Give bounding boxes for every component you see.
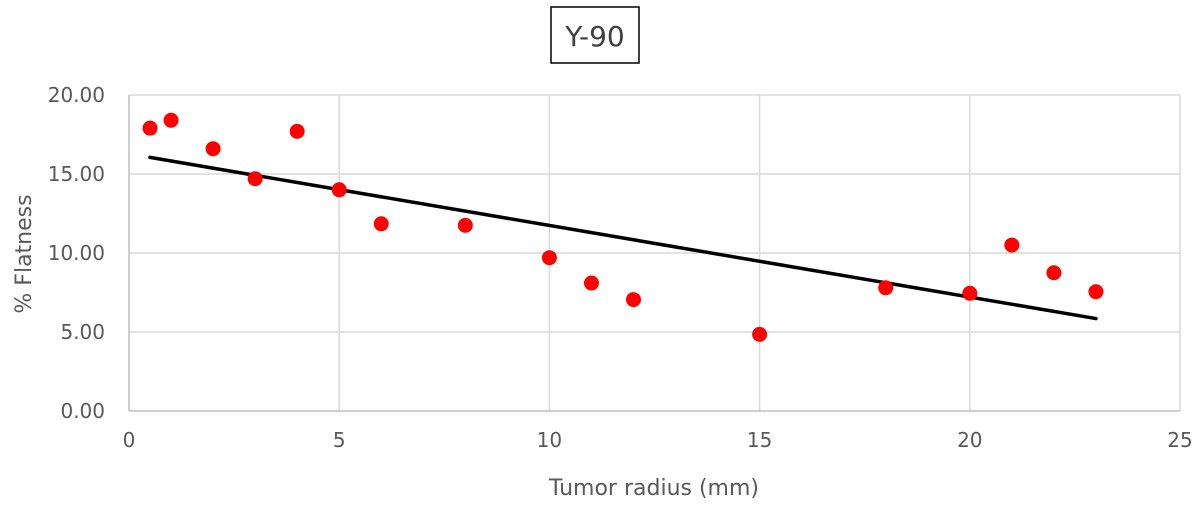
x-tick-label: 20 [957,428,982,452]
y-tick-label: 5.00 [60,320,105,344]
x-tick-label: 15 [747,428,772,452]
scatter-point [878,280,894,296]
scatter-point [373,216,389,232]
data-points [142,112,1104,342]
scatter-point [1088,284,1104,300]
y-tick-label: 0.00 [60,399,105,423]
linear-trendline [148,155,1098,321]
y-tick-label: 10.00 [48,241,105,265]
scatter-point [142,120,158,136]
x-tick-label: 5 [333,428,346,452]
scatter-point [289,123,305,139]
scatter-point [962,285,978,301]
scatter-point [541,250,557,266]
x-tick-label: 10 [537,428,562,452]
gridlines [129,94,1181,411]
chart-title-box [550,6,640,64]
x-axis-title: Tumor radius (mm) [548,476,759,501]
y-tick-label: 20.00 [48,83,105,107]
scatter-point [625,292,641,308]
scatter-point [457,217,473,233]
trendline-layer [148,155,1098,321]
x-tick-label: 25 [1167,428,1192,452]
scatter-point [1004,237,1020,253]
x-tick-label: 0 [123,428,136,452]
axes [128,95,1180,412]
scatter-point [1046,265,1062,281]
scatter-point [247,171,263,187]
chart-title: Y-90 [564,20,625,53]
y-axis-title: % Flatness [12,194,37,313]
scatter-point [205,141,221,157]
scatter-point [752,326,768,342]
scatter-point [583,275,599,291]
scatter-point [331,182,347,198]
tick-labels: 0 5 10 15 20 25 0.00 5.00 10.00 15.00 20.00 [48,83,1193,452]
y-tick-label: 15.00 [48,162,105,186]
scatter-point [163,112,179,128]
